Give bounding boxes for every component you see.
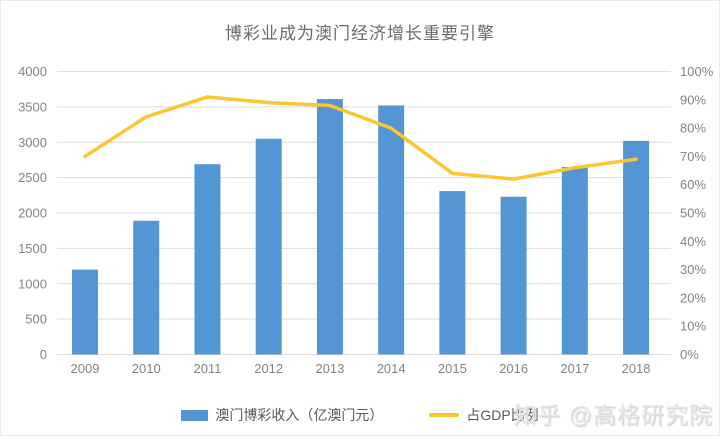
right-axis-tick: 0% xyxy=(680,347,699,362)
right-axis-tick: 80% xyxy=(680,121,706,136)
x-axis-tick: 2011 xyxy=(193,361,221,376)
x-axis-tick: 2012 xyxy=(254,361,283,376)
gdp-ratio-line xyxy=(83,95,638,181)
left-axis-tick: 2500 xyxy=(18,170,47,185)
right-axis-tick: 40% xyxy=(680,234,706,249)
x-axis-tick: 2013 xyxy=(315,361,344,376)
right-axis-tick: 50% xyxy=(680,206,706,221)
legend-line-label: 占GDP比例 xyxy=(466,407,539,423)
left-axis-tick: 1500 xyxy=(18,241,47,256)
bar-2015 xyxy=(439,191,466,355)
legend-item-bar-series: 澳门博彩收入（亿澳门元） xyxy=(181,405,383,425)
x-axis-tick: 2015 xyxy=(438,361,467,376)
right-axis-tick: 20% xyxy=(680,290,706,305)
legend-item-line-series: 占GDP比例 xyxy=(429,405,539,425)
bar-2014 xyxy=(378,105,405,355)
right-axis-tick: 30% xyxy=(680,262,706,277)
x-axis-tick: 2010 xyxy=(132,361,161,376)
bar-2009 xyxy=(72,269,98,355)
left-axis-tick: 3500 xyxy=(18,99,47,114)
right-axis-tick: 60% xyxy=(680,177,706,192)
left-axis-tick: 500 xyxy=(25,312,47,327)
bar-2017 xyxy=(561,167,588,355)
bar-2011 xyxy=(194,164,221,355)
x-axis-tick: 2016 xyxy=(499,361,528,376)
bar-series-swatch-icon xyxy=(181,409,209,421)
legend-bar-label: 澳门博彩收入（亿澳门元） xyxy=(215,407,384,423)
right-axis-tick: 70% xyxy=(680,149,706,164)
bar-2016 xyxy=(500,196,527,355)
x-axis-tick: 2017 xyxy=(560,361,589,376)
right-axis-tick: 10% xyxy=(680,319,706,334)
watermark: 知乎 @高格研究院 xyxy=(513,402,713,428)
right-axis-tick: 90% xyxy=(680,92,706,107)
left-axis-tick: 0 xyxy=(40,347,47,362)
line-series-swatch-icon xyxy=(429,413,460,417)
left-axis-tick: 2000 xyxy=(18,206,47,221)
bar-2010 xyxy=(133,220,160,355)
bar-2012 xyxy=(255,138,282,355)
bar-2018 xyxy=(623,140,650,355)
chart-legend: 澳门博彩收入（亿澳门元） 占GDP比例 xyxy=(1,405,719,425)
left-axis-tick: 1000 xyxy=(18,276,47,291)
chart-title: 博彩业成为澳门经济增长重要引擎 xyxy=(225,24,495,43)
x-axis-tick: 2014 xyxy=(377,361,406,376)
left-axis-tick: 3000 xyxy=(18,135,47,150)
x-axis-tick: 2018 xyxy=(622,361,651,376)
right-axis-tick: 100% xyxy=(680,64,714,79)
bar-2013 xyxy=(316,99,343,355)
left-axis-tick: 4000 xyxy=(18,64,47,79)
x-axis-tick: 2009 xyxy=(71,361,100,376)
